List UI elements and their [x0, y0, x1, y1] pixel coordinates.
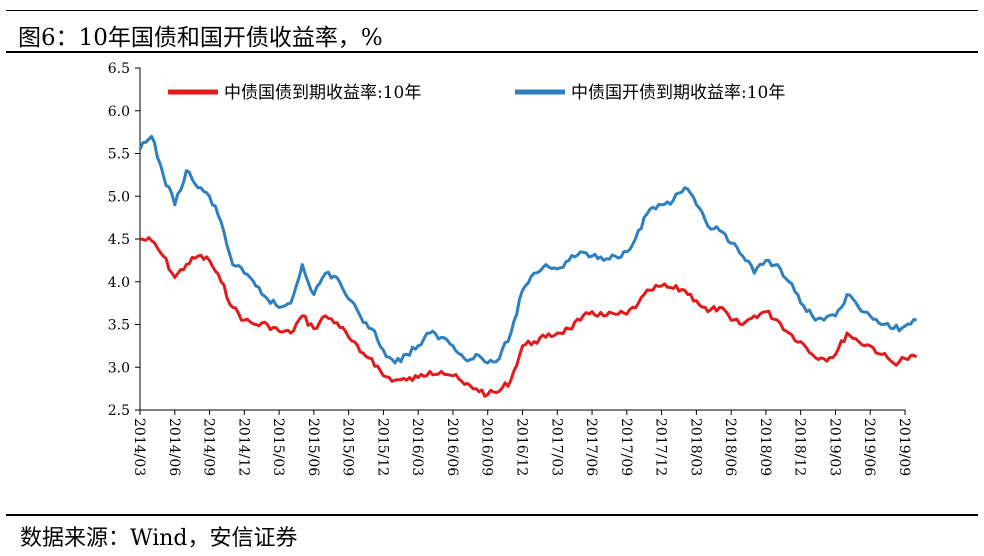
x-tick-label: 2016/03 [409, 418, 425, 476]
series-line-cgb-10y [139, 236, 918, 398]
y-tick-label: 3.5 [108, 318, 130, 334]
series-line-cdb-10y [138, 134, 917, 365]
x-tick-label: 2014/03 [131, 418, 147, 476]
y-tick-label: 2.5 [108, 403, 130, 419]
line-chart: 2.5 3.0 3.5 4.0 4.5 5.0 5.5 6.0 6.5 2014/03 2014/0… [108, 61, 918, 476]
x-tick-label: 2018/03 [687, 418, 703, 476]
y-tick-label: 4.5 [108, 232, 130, 248]
x-tick-label: 2014/06 [166, 418, 182, 476]
x-tick-label: 2019/06 [861, 418, 877, 476]
x-tick-label: 2016/06 [444, 418, 460, 476]
x-tick-label: 2015/03 [270, 418, 286, 476]
y-tick-label: 3.0 [108, 360, 130, 376]
x-tick-label: 2018/06 [722, 418, 738, 476]
x-tick-label: 2016/12 [514, 418, 530, 476]
chart-title: 图6：10年国债和国开债收益率，% [18, 25, 383, 51]
x-tick-label: 2014/12 [235, 418, 251, 476]
y-tick-label: 6.5 [108, 61, 130, 77]
data-source: 数据来源：Wind，安信证券 [20, 526, 298, 551]
y-tick-label: 5.0 [108, 189, 130, 205]
y-tick-label: 5.5 [108, 147, 130, 163]
x-tick-label: 2018/12 [792, 418, 808, 476]
x-tick-label: 2015/12 [374, 418, 390, 476]
legend-label: 中债国开债到期收益率:10年 [571, 83, 785, 103]
x-tick-label: 2019/03 [826, 418, 842, 476]
x-tick-label: 2014/09 [201, 418, 217, 476]
y-tick-label: 6.0 [108, 104, 130, 120]
x-tick-label: 2017/12 [653, 418, 669, 476]
x-tick-label: 2017/09 [618, 418, 634, 476]
x-tick-label: 2015/06 [305, 418, 321, 476]
x-tick-label: 2016/09 [479, 418, 495, 476]
y-tick-label: 4.0 [108, 275, 130, 291]
x-tick-label: 2015/09 [340, 418, 356, 476]
x-tick-label: 2019/09 [896, 418, 912, 476]
bottom-rule [6, 514, 978, 516]
top-rule [6, 10, 978, 11]
x-tick-label: 2017/03 [548, 418, 564, 476]
x-tick-label: 2017/06 [583, 418, 599, 476]
legend-label: 中债国债到期收益率:10年 [224, 83, 421, 103]
x-tick-label: 2018/09 [757, 418, 773, 476]
title-underline [6, 51, 978, 53]
